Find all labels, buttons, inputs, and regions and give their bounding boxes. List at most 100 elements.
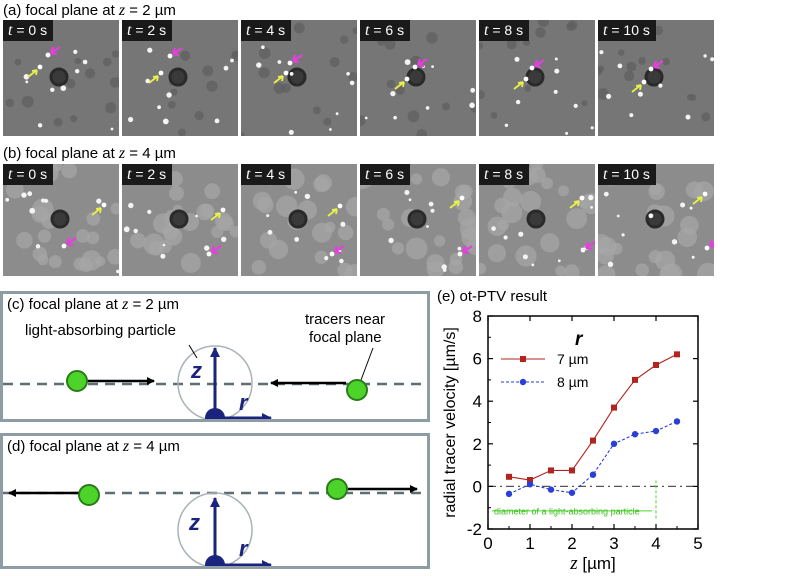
y-tick-label: 4 bbox=[473, 392, 482, 411]
data-point-square bbox=[506, 473, 512, 480]
data-point-square bbox=[653, 361, 659, 368]
series-line-1 bbox=[508, 420, 678, 495]
data-point-square bbox=[569, 467, 575, 474]
legend-label-7: 7 µm bbox=[557, 351, 588, 367]
time-variable: t bbox=[127, 166, 132, 183]
y-tick-label: 8 bbox=[473, 307, 482, 326]
time-stamp: t = 0 s bbox=[3, 20, 54, 41]
series-line-0 bbox=[508, 353, 678, 481]
time-value: = 4 s bbox=[250, 166, 286, 182]
particle-outline bbox=[177, 345, 253, 419]
micrograph bbox=[360, 164, 476, 276]
particle-outline bbox=[177, 492, 253, 566]
panel-c-box: (c) focal plane at z = 2 µm light-absorb… bbox=[0, 291, 430, 422]
panel-d-box: (d) focal plane at z = 4 µm z r bbox=[0, 433, 430, 569]
time-variable: t bbox=[365, 22, 370, 39]
y-tick-label: 0 bbox=[473, 477, 482, 496]
data-point-circle bbox=[631, 431, 639, 438]
panel-c-label: (c) focal plane at z = 2 µm bbox=[7, 296, 180, 313]
panel-b-frame-1: t = 2 s bbox=[122, 164, 238, 276]
data-point-square bbox=[611, 404, 617, 411]
time-variable: t bbox=[484, 166, 489, 183]
x-tick-label: 3 bbox=[609, 534, 618, 553]
time-value: = 6 s bbox=[369, 22, 405, 38]
time-variable: t bbox=[603, 166, 608, 183]
tracers-label-line1: tracers near bbox=[305, 311, 386, 328]
leader-line-tracer bbox=[360, 347, 374, 381]
data-point-circle bbox=[547, 486, 555, 493]
data-point-square bbox=[590, 437, 596, 444]
y-tick-label: 2 bbox=[473, 435, 482, 454]
time-stamp: t = 0 s bbox=[3, 164, 54, 185]
y-axis-label: radial tracer velocity [µm/s] bbox=[442, 327, 459, 518]
data-point-circle bbox=[505, 490, 513, 498]
tracer-particle-left bbox=[78, 484, 100, 506]
diameter-annotation: diameter of a light-absorbing particle bbox=[494, 506, 640, 516]
panel-c-diagram: z r bbox=[3, 344, 427, 419]
r-axis-label: r bbox=[239, 536, 249, 561]
time-stamp: t = 6 s bbox=[360, 20, 411, 41]
panel-d-diagram: z r bbox=[3, 478, 427, 566]
time-variable: t bbox=[603, 22, 608, 39]
x-tick-label: 2 bbox=[567, 534, 576, 553]
micrograph bbox=[479, 20, 595, 136]
time-stamp: t = 10 s bbox=[598, 20, 656, 41]
panel-a-frame-5: t = 10 s bbox=[598, 20, 714, 136]
time-value: = 8 s bbox=[488, 166, 524, 182]
time-stamp: t = 8 s bbox=[479, 164, 530, 185]
time-value: = 0 s bbox=[12, 166, 48, 182]
data-point-circle bbox=[652, 427, 660, 435]
time-stamp: t = 2 s bbox=[122, 20, 173, 41]
time-value: = 2 s bbox=[131, 166, 167, 182]
data-point-circle bbox=[568, 489, 576, 496]
time-stamp: t = 10 s bbox=[598, 164, 656, 185]
time-variable: t bbox=[365, 166, 370, 183]
tracer-particle-right bbox=[346, 379, 368, 401]
time-value: = 4 s bbox=[250, 22, 286, 38]
x-tick-label: 5 bbox=[693, 534, 702, 553]
panel-a-frame-1: t = 2 s bbox=[122, 20, 238, 136]
chart-title: (e) ot-PTV result bbox=[437, 288, 548, 305]
data-point-square bbox=[632, 376, 638, 383]
time-value: = 10 s bbox=[607, 166, 650, 182]
panel-a-frame-3: t = 6 s bbox=[360, 20, 476, 136]
panel-a-frame-2: t = 4 s bbox=[241, 20, 357, 136]
time-variable: t bbox=[246, 22, 251, 39]
panel-a-frame-0: t = 0 s bbox=[3, 20, 119, 136]
data-point-circle bbox=[673, 418, 681, 425]
time-variable: t bbox=[484, 22, 489, 39]
z-axis-label: z bbox=[190, 358, 202, 383]
panel-b-frame-2: t = 4 s bbox=[241, 164, 357, 276]
panel-a-label: (a) focal plane at z = 2 µm bbox=[3, 2, 176, 19]
data-point-square bbox=[548, 467, 554, 474]
data-point-circle bbox=[589, 471, 597, 478]
data-point-square bbox=[674, 351, 680, 358]
x-axis-label: z [µm] bbox=[569, 553, 616, 574]
r-axis-label: r bbox=[239, 390, 249, 415]
panel-b-frame-3: t = 6 s bbox=[360, 164, 476, 276]
time-stamp: t = 2 s bbox=[122, 164, 173, 185]
leader-line-particle bbox=[188, 344, 198, 359]
data-point-square bbox=[527, 477, 533, 484]
plot-frame bbox=[487, 315, 699, 530]
time-value: = 2 s bbox=[131, 22, 167, 38]
time-value: = 6 s bbox=[369, 166, 405, 182]
particle-origin-dot bbox=[205, 555, 225, 566]
tracers-label-line2: focal plane bbox=[309, 329, 382, 346]
data-point-circle bbox=[610, 440, 618, 447]
time-variable: t bbox=[8, 22, 13, 39]
tracer-particle-left bbox=[66, 370, 88, 392]
time-value: = 0 s bbox=[12, 22, 48, 38]
y-tick-label: -2 bbox=[467, 520, 482, 539]
legend-marker-8 bbox=[519, 378, 527, 386]
particle-label: light-absorbing particle bbox=[25, 322, 176, 339]
data-point-circle bbox=[526, 481, 534, 488]
tracer-particle-right bbox=[326, 478, 348, 500]
legend-title: r bbox=[575, 329, 584, 350]
time-variable: t bbox=[8, 166, 13, 183]
time-variable: t bbox=[127, 22, 132, 39]
y-tick-label: 6 bbox=[473, 350, 482, 369]
panel-b-frame-0: t = 0 s bbox=[3, 164, 119, 276]
x-tick-label: 4 bbox=[651, 534, 660, 553]
